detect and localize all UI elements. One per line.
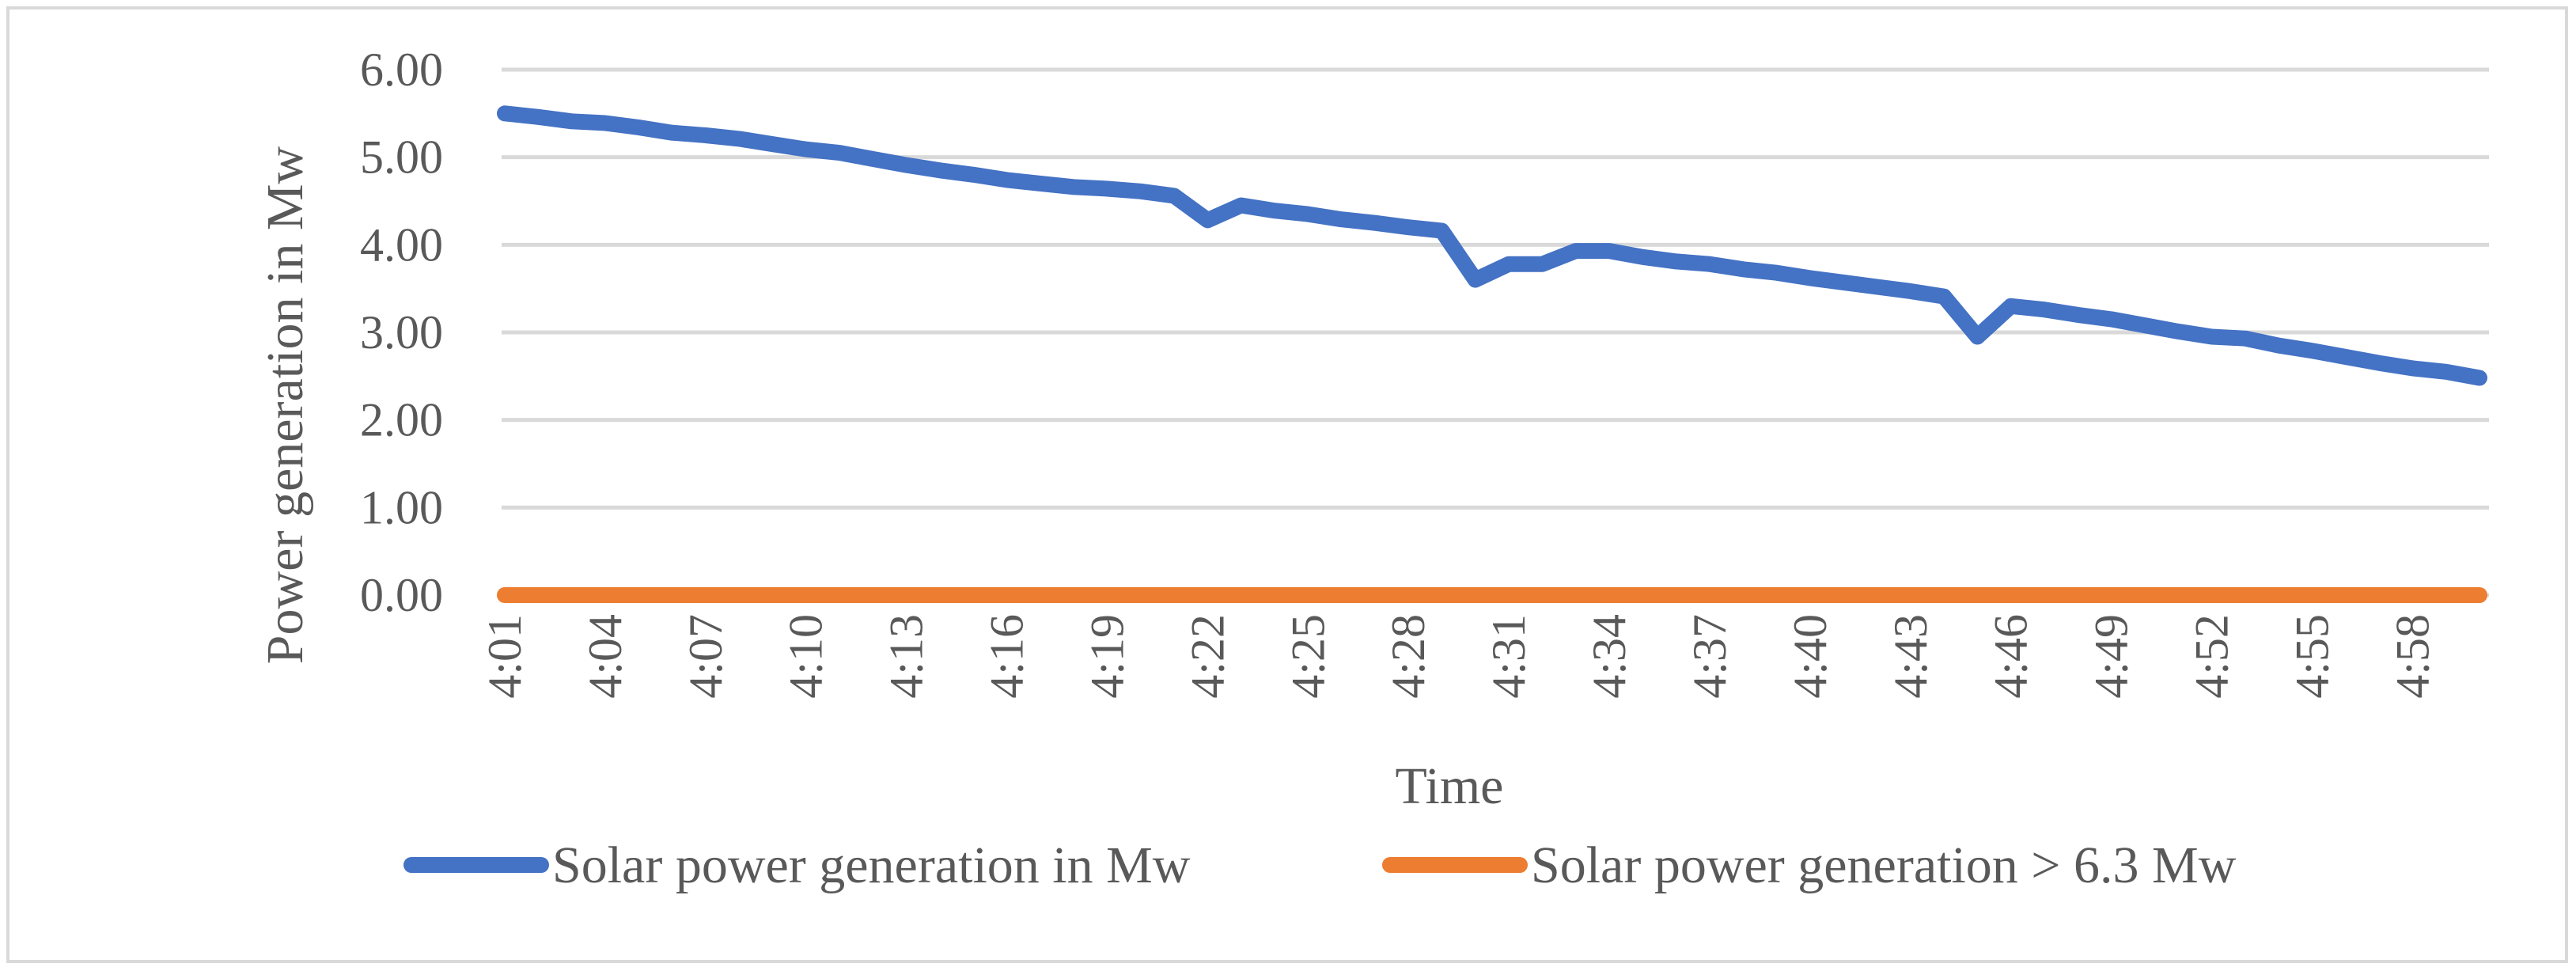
x-tick-label: 4:04 (579, 614, 631, 699)
y-axis-title: Power generation in Mw (256, 146, 314, 664)
x-tick-label: 4:34 (1583, 614, 1635, 699)
x-tick-label: 4:52 (2186, 614, 2238, 699)
y-tick-label: 1.00 (360, 481, 443, 533)
x-tick-label: 4:16 (981, 614, 1033, 699)
y-tick-label: 6.00 (360, 44, 443, 96)
y-tick-label: 4.00 (360, 218, 443, 271)
y-axis-ticks: 0.00 1.00 2.00 3.00 4.00 5.00 6.00 (360, 44, 443, 621)
x-tick-label: 4:58 (2386, 614, 2438, 699)
x-tick-label: 4:55 (2286, 614, 2338, 699)
y-tick-label: 3.00 (360, 306, 443, 358)
x-tick-label: 4:28 (1382, 614, 1434, 699)
x-tick-label: 4:25 (1282, 614, 1334, 699)
x-tick-label: 4:13 (881, 614, 933, 699)
x-tick-label: 4:01 (479, 614, 531, 699)
y-tick-label: 0.00 (360, 569, 443, 621)
legend: Solar power generation in Mw Solar power… (403, 836, 2237, 894)
chart-frame (6, 6, 2568, 963)
x-axis-title: Time (1396, 757, 1504, 815)
legend-label-threshold: Solar power generation > 6.3 Mw (1531, 836, 2237, 894)
y-tick-label: 5.00 (360, 131, 443, 184)
series-lines (497, 105, 2487, 603)
x-tick-label: 4:07 (680, 614, 732, 699)
x-tick-label: 4:43 (1885, 614, 1937, 699)
x-tick-label: 4:40 (1784, 614, 1836, 699)
x-tick-label: 4:22 (1181, 614, 1233, 699)
x-tick-label: 4:46 (1985, 614, 2037, 699)
x-tick-label: 4:37 (1684, 614, 1736, 699)
y-tick-label: 2.00 (360, 394, 443, 446)
x-tick-label: 4:31 (1483, 614, 1535, 699)
x-axis-ticks: 4:01 4:04 4:07 4:10 4:13 4:16 4:19 4:22 4:25 4:28… (479, 614, 2438, 699)
x-tick-label: 4:19 (1081, 614, 1133, 699)
series-line-solar (497, 105, 2487, 386)
x-tick-label: 4:10 (780, 614, 832, 699)
legend-label-solar: Solar power generation in Mw (552, 836, 1191, 894)
x-tick-label: 4:49 (2085, 614, 2138, 699)
